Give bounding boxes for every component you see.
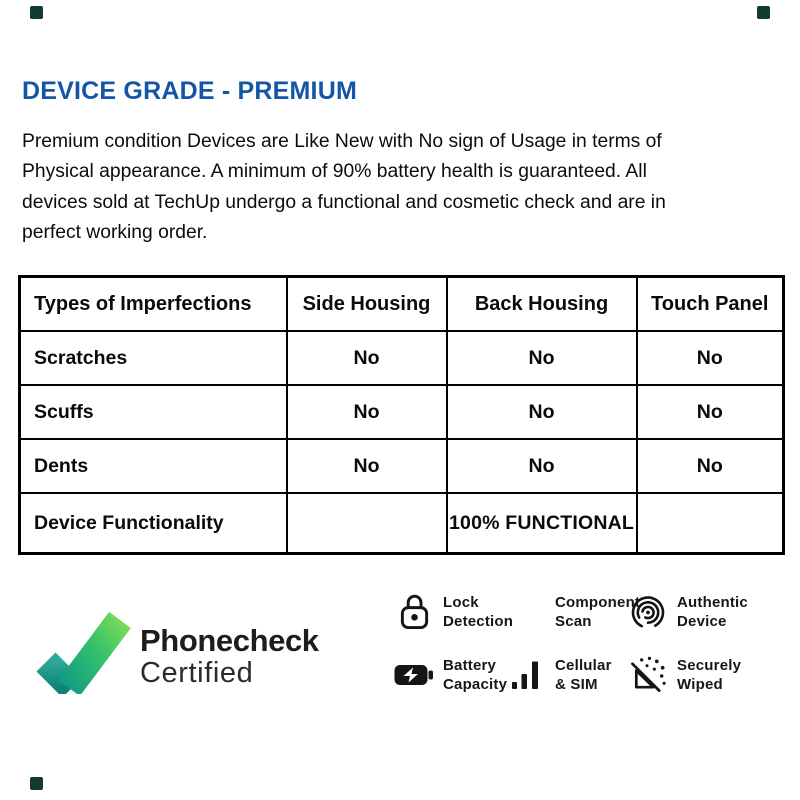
table-header-row: Types of Imperfections Side Housing Back… xyxy=(18,275,785,332)
feature-label: Cellular & SIM xyxy=(555,657,612,693)
cell-scuffs-back: No xyxy=(445,384,638,440)
wipe-icon xyxy=(627,655,669,695)
header-back-housing: Back Housing xyxy=(445,275,638,332)
cell-scuffs-side: No xyxy=(285,384,448,440)
table-row-dents: Dents No No No xyxy=(18,438,785,494)
table-row-scuffs: Scuffs No No No xyxy=(18,384,785,440)
phonecheck-logo: Phonecheck Certified xyxy=(32,608,319,699)
cell-scratches-label: Scratches xyxy=(18,330,288,386)
cell-functionality-touch xyxy=(635,492,785,555)
header-touch-panel: Touch Panel xyxy=(635,275,785,332)
cell-scratches-touch: No xyxy=(635,330,785,386)
header-types-of-imperfections: Types of Imperfections xyxy=(18,275,288,332)
battery-icon xyxy=(393,661,435,689)
feature-lock-detection: Lock Detection xyxy=(393,592,513,632)
logo-brand: Phonecheck xyxy=(140,622,319,658)
fingerprint-icon xyxy=(627,590,669,634)
cell-functionality-side xyxy=(285,492,448,555)
feature-authentic-device: Authentic Device xyxy=(627,590,782,634)
description-text: Premium condition Devices are Like New w… xyxy=(22,131,666,244)
corner-mark-top-left xyxy=(30,6,43,19)
page-title: DEVICE GRADE - PREMIUM xyxy=(22,77,357,105)
feature-label: Battery Capacity xyxy=(443,657,508,693)
cell-scuffs-touch: No xyxy=(635,384,785,440)
cell-scratches-back: No xyxy=(445,330,638,386)
feature-component-scan: Component Scan xyxy=(505,593,640,631)
feature-label: Lock Detection xyxy=(443,594,514,630)
cell-dents-side: No xyxy=(285,438,448,494)
feature-cellular-sim: Cellular & SIM xyxy=(505,656,627,694)
cell-dents-label: Dents xyxy=(18,438,288,494)
lock-icon xyxy=(393,592,435,632)
cell-dents-touch: No xyxy=(635,438,785,494)
cell-dents-back: No xyxy=(445,438,638,494)
header-side-housing: Side Housing xyxy=(285,275,448,332)
feature-label: Authentic Device xyxy=(677,594,748,630)
feature-securely-wiped: Securely Wiped xyxy=(627,655,782,695)
cell-functionality-label: Device Functionality xyxy=(18,492,288,555)
corner-mark-top-right xyxy=(757,6,770,19)
logo-subtitle: Certified xyxy=(140,656,254,689)
signal-bars-icon xyxy=(505,660,547,690)
corner-mark-bottom-left xyxy=(30,777,43,790)
checkmark-icon xyxy=(32,608,132,699)
table-row-device-functionality: Device Functionality 100% FUNCTIONAL xyxy=(18,492,785,555)
feature-battery-capacity: Battery Capacity xyxy=(393,656,508,694)
cell-scratches-side: No xyxy=(285,330,448,386)
certification-features: Lock Detection Component Scan Authentic … xyxy=(393,586,782,701)
imperfections-table: Types of Imperfections Side Housing Back… xyxy=(18,275,785,555)
feature-label: Securely Wiped xyxy=(677,657,742,693)
cell-functionality-value: 100% FUNCTIONAL xyxy=(445,492,638,555)
logo-text: Phonecheck Certified xyxy=(140,624,319,690)
table-row-scratches: Scratches No No No xyxy=(18,330,785,386)
feature-label: Component Scan xyxy=(555,594,641,630)
cell-scuffs-label: Scuffs xyxy=(18,384,288,440)
